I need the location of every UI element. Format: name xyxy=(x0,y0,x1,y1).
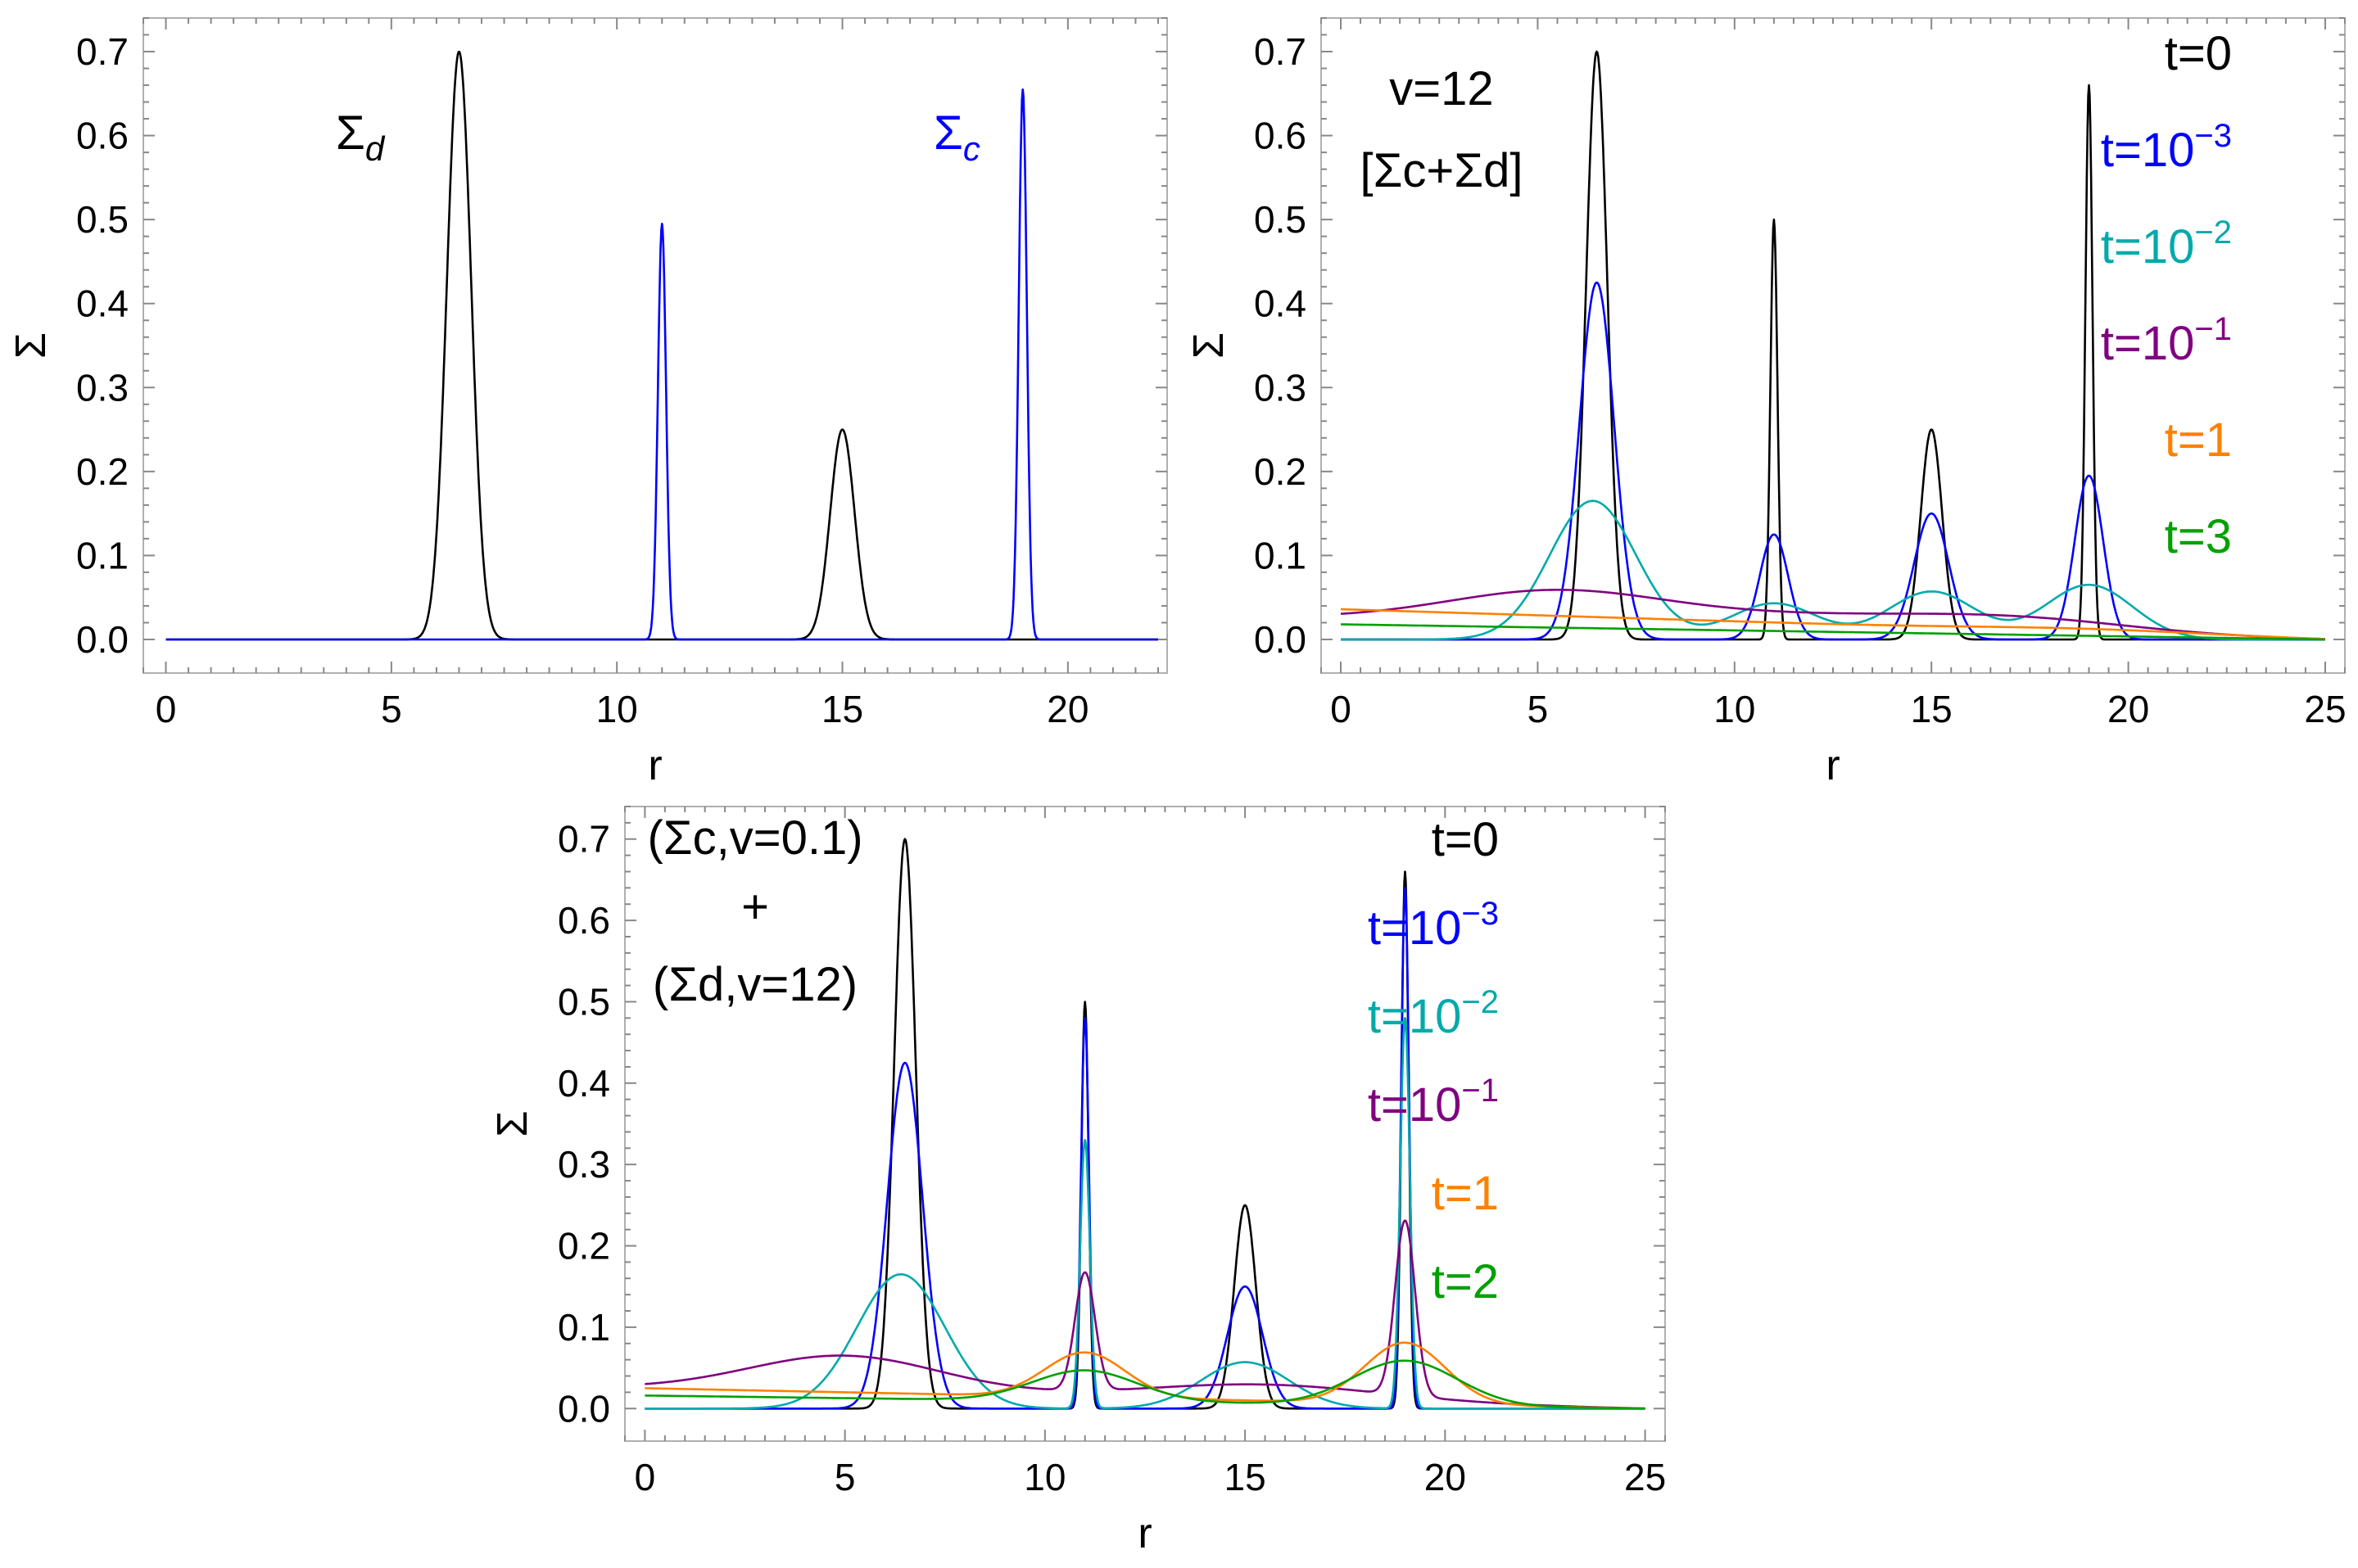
sigma-c-label: Σc xyxy=(934,106,980,168)
y-tick-label: 0.0 xyxy=(558,1387,610,1430)
x-tick-label: 0 xyxy=(156,688,177,730)
y-tick-label: 0.7 xyxy=(1254,30,1306,73)
series-line-t=1 xyxy=(644,1341,1645,1410)
y-axis-label: Σ xyxy=(1185,332,1233,359)
sigma-d-velocity-annotation: (Σd,v=12) xyxy=(653,958,858,1011)
series-line-t=10^-3 xyxy=(1340,281,2326,641)
y-tick-label: 0.3 xyxy=(76,366,129,409)
x-tick-label: 20 xyxy=(1047,688,1088,730)
x-tick-label: 25 xyxy=(2304,688,2346,730)
y-tick-label: 0.3 xyxy=(1254,366,1306,409)
legend-entry: t=10−3 xyxy=(1368,896,1499,955)
x-tick-label: 15 xyxy=(821,688,863,730)
y-axis-label: Σ xyxy=(7,332,55,359)
legend-entry: t=10−2 xyxy=(1368,984,1499,1043)
legend-entry: t=10−1 xyxy=(1368,1073,1499,1132)
legend-entry: t=0 xyxy=(2165,27,2232,80)
x-tick-label: 5 xyxy=(381,688,402,730)
y-tick-label: 0.1 xyxy=(1254,534,1306,576)
x-tick-label: 20 xyxy=(1424,1456,1466,1498)
x-tick-label: 15 xyxy=(1911,688,1953,730)
legend-entry: t=10−3 xyxy=(2101,118,2232,177)
series-line-t=3 xyxy=(1340,623,2326,641)
y-tick-label: 0.1 xyxy=(558,1306,610,1349)
y-tick-label: 0.1 xyxy=(76,534,129,576)
legend-entry: t=1 xyxy=(1432,1167,1499,1220)
y-tick-label: 0.4 xyxy=(1254,282,1306,325)
x-tick-label: 10 xyxy=(1024,1456,1066,1498)
x-tick-label: 10 xyxy=(1713,688,1755,730)
panel-a: Σd Σc 0 5 10 15 20 0.0 0.1 0.2 0.3 0.4 0.5 0.6 0.7 r Σ xyxy=(7,17,1168,789)
plot-frame xyxy=(143,17,1168,674)
y-tick-label: 0.7 xyxy=(76,30,129,73)
panel-b: v=12 [Σc+Σd] 0 5 10 15 20 25 0.0 0.1 0.2 0.3 0.4 0.… xyxy=(1185,17,2347,789)
y-tick-label: 0.5 xyxy=(1254,198,1306,241)
plot-frame xyxy=(624,806,1666,1442)
series-line-t=10^-1 xyxy=(1340,588,2326,640)
y-tick-label: 0.6 xyxy=(76,115,129,157)
legend-entry: t=3 xyxy=(2165,510,2232,563)
legend-entry: t=10−1 xyxy=(2101,311,2232,370)
x-tick-label: 0 xyxy=(635,1456,656,1498)
legend-entry: t=0 xyxy=(1432,813,1499,866)
x-tick-label: 10 xyxy=(596,688,638,730)
sum-annotation: [Σc+Σd] xyxy=(1360,144,1523,197)
y-axis-label: Σ xyxy=(489,1110,536,1136)
series-line-t=10^-2 xyxy=(1340,499,2326,641)
x-tick-label: 15 xyxy=(1224,1456,1266,1498)
y-tick-label: 0.0 xyxy=(76,618,129,661)
y-tick-label: 0.4 xyxy=(76,282,129,325)
x-tick-label: 5 xyxy=(835,1456,856,1498)
y-tick-label: 0.2 xyxy=(1254,450,1306,493)
series-line-Σc xyxy=(165,88,1159,641)
plus-annotation: + xyxy=(741,880,769,933)
x-tick-label: 5 xyxy=(1527,688,1549,730)
y-tick-label: 0.4 xyxy=(558,1062,610,1105)
x-tick-label: 0 xyxy=(1330,688,1351,730)
sigma-d-label: Σd xyxy=(336,106,386,168)
y-tick-label: 0.0 xyxy=(1254,618,1306,661)
series-line-t=10^-1 xyxy=(644,1219,1645,1410)
y-tick-label: 0.3 xyxy=(558,1143,610,1186)
x-axis-label: r xyxy=(1826,742,1840,789)
x-tick-label: 20 xyxy=(2107,688,2149,730)
series-line-Σd xyxy=(165,50,1159,641)
y-tick-label: 0.6 xyxy=(558,899,610,942)
y-tick-label: 0.2 xyxy=(558,1225,610,1268)
y-tick-label: 0.6 xyxy=(1254,115,1306,157)
legend-entry: t=10−2 xyxy=(2101,215,2232,273)
legend-entry: t=1 xyxy=(2165,413,2232,467)
legend-entry: t=2 xyxy=(1432,1255,1499,1308)
velocity-annotation: v=12 xyxy=(1389,62,1493,115)
x-axis-label: r xyxy=(648,742,662,789)
series-line-t=2 xyxy=(644,1359,1645,1410)
x-axis-label: r xyxy=(1138,1510,1152,1557)
panel-c: (Σc,v=0.1) + (Σd,v=12) 0 5 10 15 20 25 0.0 0.1 0… xyxy=(489,806,1666,1557)
y-tick-label: 0.7 xyxy=(558,818,610,861)
series-line-t=1 xyxy=(1340,608,2326,640)
y-tick-label: 0.5 xyxy=(558,980,610,1023)
x-tick-label: 25 xyxy=(1624,1456,1666,1498)
y-tick-label: 0.5 xyxy=(76,198,129,241)
y-tick-label: 0.2 xyxy=(76,450,129,493)
sigma-c-velocity-annotation: (Σc,v=0.1) xyxy=(647,811,862,865)
